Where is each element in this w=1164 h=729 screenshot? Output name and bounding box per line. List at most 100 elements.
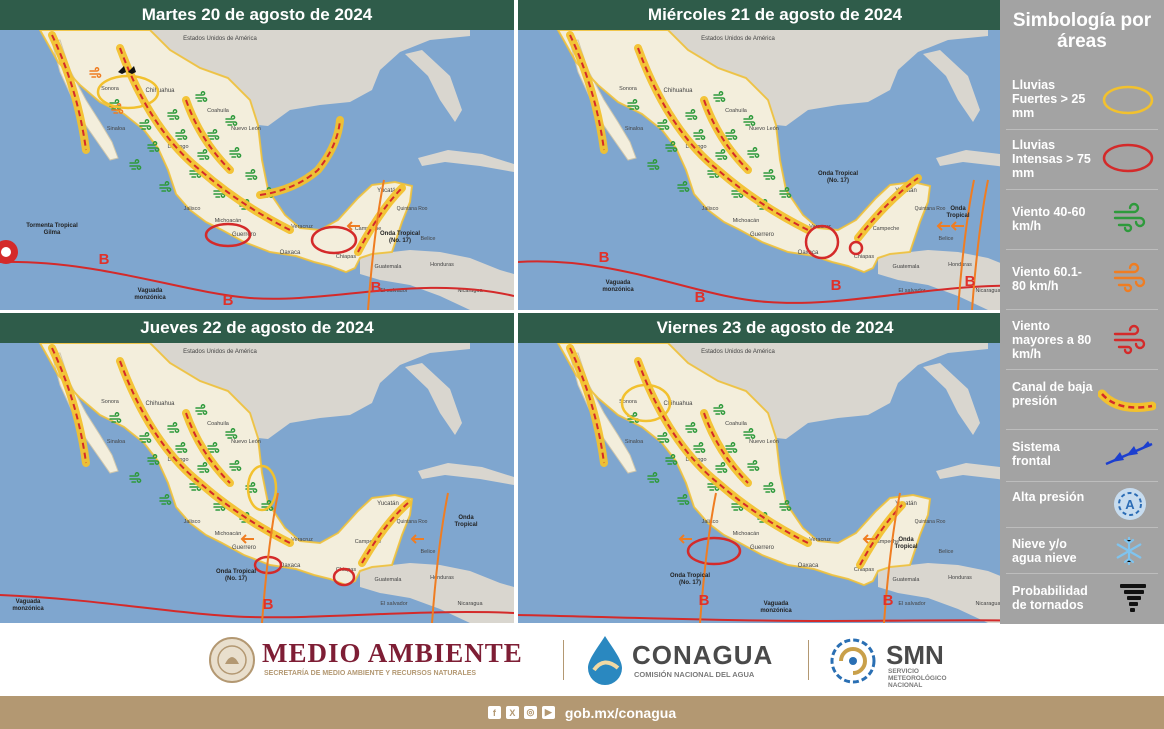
tropical-wave-arrow <box>410 534 424 544</box>
legend-label: Canal de baja presión <box>1012 380 1093 408</box>
map-label: Estados Unidos de América <box>183 36 257 42</box>
low-pressure-channel-line <box>569 34 605 151</box>
legend-label: Viento mayores a 80 km/h <box>1012 319 1092 361</box>
map-label: Nicaragua <box>975 288 1001 294</box>
instagram-icon[interactable]: ◎ <box>523 706 537 719</box>
tropical-wave-line <box>883 492 901 623</box>
footer-bar: f X ◎ ▶ gob.mx/conagua <box>0 696 1164 729</box>
map-label: El salvador <box>898 288 925 294</box>
wind-40-60-icon <box>139 432 152 443</box>
map-label: Sinaloa <box>107 439 126 445</box>
low-pressure-label: B <box>965 273 976 290</box>
map-label: Honduras <box>948 262 972 268</box>
map-label: Chihuahua <box>145 88 175 94</box>
wind-40-60-icon <box>167 109 180 120</box>
svg-text:A: A <box>1125 497 1135 512</box>
map-label: Nuevo León <box>749 439 779 445</box>
forecast-map: Estados Unidos de América Chihuahua Sonora… <box>518 30 1032 310</box>
map-label: Quintana Roo <box>397 206 428 212</box>
map-label: Guatemala <box>375 577 403 583</box>
wind-40-60-icon <box>763 169 776 180</box>
wind-40-60-icon <box>725 442 738 453</box>
low-pressure-channel <box>634 357 812 547</box>
low-pressure-channel-line <box>51 34 87 151</box>
red-wind-icon <box>1113 324 1146 355</box>
map-label: El salvador <box>380 601 407 607</box>
conagua-subtitle: COMISIÓN NACIONAL DEL AGUA <box>634 670 755 679</box>
legend-label: Lluvias Fuertes > 25 mm <box>1012 78 1086 120</box>
footer-url-link[interactable]: gob.mx/conagua <box>564 704 677 721</box>
low-pressure-channel-line <box>569 347 605 464</box>
wind-40-60-icon <box>197 149 210 160</box>
legend-item-nieve: Nieve y/o agua nieve <box>1006 528 1158 574</box>
usa-land <box>558 30 988 126</box>
forecast-map: Estados Unidos de América Chihuahua Sonora… <box>518 343 1032 623</box>
tropical-wave-label: Onda Tropical <box>216 569 256 575</box>
storm-label: Tormenta Tropical <box>26 223 78 229</box>
low-pressure-label: B <box>371 279 382 296</box>
logo-band: MEDIO AMBIENTE SECRETARÍA DE MEDIO AMBIE… <box>0 624 1164 696</box>
map-label: Coahuila <box>725 108 748 114</box>
tropical-wave-label: Onda <box>898 537 914 543</box>
green-wind-icon <box>1113 202 1146 233</box>
wind-40-60-icon <box>159 181 172 192</box>
rain-area-outline <box>38 30 414 274</box>
map-label: Nicaragua <box>975 601 1001 607</box>
low-pressure-channel-line <box>361 502 409 564</box>
usa-land <box>558 343 988 439</box>
storm-label: Gilma <box>44 230 61 236</box>
map-label: Estados Unidos de América <box>701 349 775 355</box>
forecast-panel-day2: Miércoles 21 de agosto de 2024 Estados U… <box>518 0 1032 310</box>
map-label: Nicaragua <box>457 288 483 294</box>
map-label: Veracruz <box>291 537 313 543</box>
x-icon[interactable]: X <box>505 706 519 719</box>
tropical-wave-label: Onda Tropical <box>380 231 420 237</box>
map-label: Michoacán <box>215 218 242 224</box>
monsoon-trough-label: monzónica <box>134 295 166 301</box>
legend-title: Simbología por áreas <box>1012 10 1152 52</box>
wind-40-60-icon <box>129 472 142 483</box>
wind-40-60-icon <box>195 91 208 102</box>
wind-40-60-icon <box>109 412 122 423</box>
youtube-icon[interactable]: ▶ <box>541 706 555 719</box>
legend-item-lluvias-fuertes: Lluvias Fuertes > 25 mm <box>1006 70 1158 130</box>
low-pressure-label: B <box>599 249 610 266</box>
rain-area-outline <box>556 343 932 587</box>
tropical-wave-arrow <box>950 221 964 231</box>
wind-40-60-icon <box>129 159 142 170</box>
central-america-land <box>878 563 1032 623</box>
high-pressure-icon: A <box>1114 488 1146 520</box>
map-label: Nuevo León <box>231 439 261 445</box>
wind-40-60-icon <box>685 422 698 433</box>
map-label: Quintana Roo <box>397 519 428 525</box>
tropical-wave-label: (No. 17) <box>389 238 411 244</box>
legend-item-sistema-frontal: Sistema frontal <box>1006 430 1158 482</box>
monsoon-trough-label: monzónica <box>12 606 44 612</box>
map-label: Veracruz <box>291 224 313 230</box>
mexico-seal-icon <box>209 637 255 683</box>
map-label: Michoacán <box>215 531 242 537</box>
map-label: El salvador <box>380 288 407 294</box>
map-label: Nuevo León <box>749 126 779 132</box>
usa-land <box>40 343 470 439</box>
legend-item-viento-40-60: Viento 40-60 km/h <box>1006 190 1158 250</box>
tropical-wave-label: Onda Tropical <box>670 573 710 579</box>
map-label: Honduras <box>948 575 972 581</box>
monsoon-trough-line <box>518 260 1032 304</box>
map-label: Chiapas <box>336 254 356 260</box>
low-pressure-channel-line <box>185 412 231 484</box>
hurricane-eye-icon <box>1 247 11 257</box>
intense-rain-area <box>686 536 742 566</box>
map-layer: Estados Unidos de América Chihuahua Sonora… <box>518 343 1032 623</box>
tropical-wave-label: (No. 17) <box>827 178 849 184</box>
wind-40-60-icon <box>229 460 242 471</box>
map-label: Guatemala <box>893 577 921 583</box>
wind-40-60-icon <box>627 99 640 110</box>
legend-label: Nieve y/o agua nieve <box>1012 537 1077 565</box>
legend-item-tornados: Probabilidad de tornados <box>1006 574 1158 624</box>
legend-item-viento-60-80: Viento 60.1-80 km/h <box>1006 250 1158 310</box>
facebook-icon[interactable]: f <box>487 706 501 719</box>
florida-land <box>405 363 462 435</box>
low-pressure-label: B <box>831 277 842 294</box>
monsoon-trough-line <box>518 614 1032 623</box>
